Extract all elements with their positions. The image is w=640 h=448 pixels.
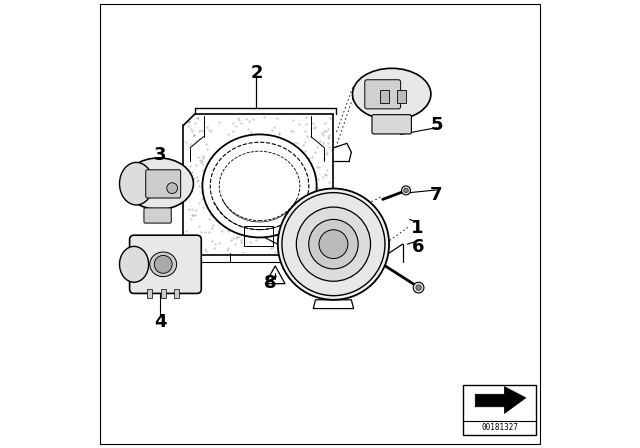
Circle shape [167,183,177,194]
Ellipse shape [150,252,177,277]
FancyBboxPatch shape [372,115,412,134]
Text: 2: 2 [250,64,262,82]
Bar [161,289,166,298]
Bar [463,385,536,435]
Text: 5: 5 [430,116,443,134]
Text: 1: 1 [412,220,424,237]
Bar [244,226,273,246]
Circle shape [308,220,358,269]
Ellipse shape [120,162,153,205]
FancyBboxPatch shape [130,235,202,293]
Circle shape [319,230,348,258]
Circle shape [282,193,385,296]
Bar [397,90,406,103]
Circle shape [401,186,410,195]
FancyBboxPatch shape [365,80,401,109]
FancyBboxPatch shape [144,208,172,223]
Text: 3: 3 [154,146,166,164]
Circle shape [278,189,389,300]
Text: 8: 8 [264,274,276,292]
Polygon shape [476,387,526,414]
Ellipse shape [120,246,148,282]
Bar [147,289,152,298]
Ellipse shape [353,68,431,120]
Text: 00181327: 00181327 [481,423,518,432]
Circle shape [404,188,408,193]
Circle shape [413,282,424,293]
Ellipse shape [124,158,193,210]
Bar [174,289,179,298]
Ellipse shape [202,134,317,237]
Text: 4: 4 [154,313,166,331]
Bar [380,90,390,103]
Circle shape [416,285,421,290]
FancyBboxPatch shape [146,170,180,198]
Text: 7: 7 [430,186,443,204]
Text: 6: 6 [412,238,424,256]
Circle shape [154,255,172,273]
Circle shape [296,207,371,281]
